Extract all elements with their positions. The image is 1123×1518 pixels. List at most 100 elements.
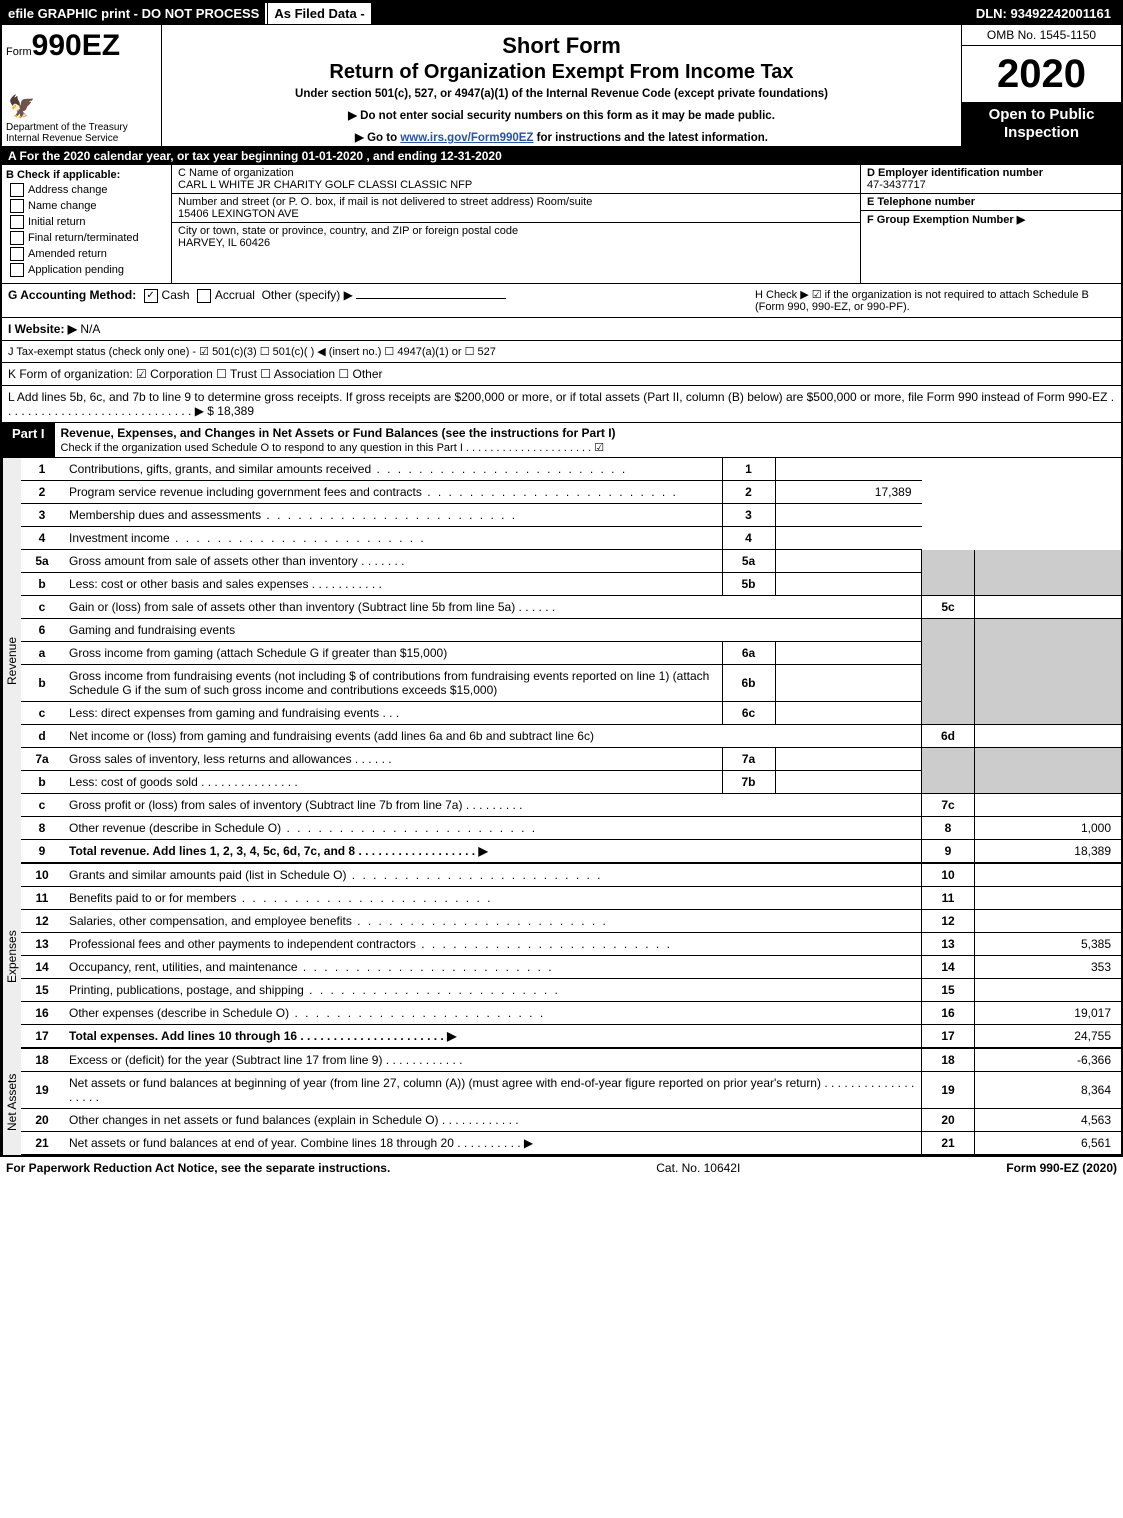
cb-amended-return[interactable]: Amended return xyxy=(6,247,167,261)
cb-accrual[interactable] xyxy=(197,289,211,303)
l6-desc: Gaming and fundraising events xyxy=(63,619,922,642)
dept-treasury: Department of the Treasury Internal Reve… xyxy=(6,122,128,144)
l7c-desc: Gross profit or (loss) from sales of inv… xyxy=(69,798,462,812)
line-18: 18 Excess or (deficit) for the year (Sub… xyxy=(21,1049,1121,1072)
row-j: J Tax-exempt status (check only one) - ☑… xyxy=(2,341,1121,363)
row-h: H Check ▶ ☑ if the organization is not r… xyxy=(755,288,1115,313)
f-label: F Group Exemption Number ▶ xyxy=(867,213,1115,226)
i-label: I Website: ▶ xyxy=(8,322,77,336)
open-public-inspection: Open to Public Inspection xyxy=(962,102,1121,146)
part1-header: Part I Revenue, Expenses, and Changes in… xyxy=(2,423,1121,458)
return-title: Return of Organization Exempt From Incom… xyxy=(172,61,951,84)
l3-val xyxy=(775,504,922,527)
l20-desc: Other changes in net assets or fund bala… xyxy=(69,1113,439,1127)
l21-val: 6,561 xyxy=(975,1132,1122,1155)
line-7c: c Gross profit or (loss) from sales of i… xyxy=(21,794,1121,817)
l11-desc: Benefits paid to or for members xyxy=(69,891,236,905)
d-label: D Employer identification number xyxy=(867,167,1115,179)
header: Form990EZ 🦅 Department of the Treasury I… xyxy=(2,25,1121,147)
l2-desc: Program service revenue including govern… xyxy=(69,485,422,499)
row-a: A For the 2020 calendar year, or tax yea… xyxy=(2,147,1121,165)
l13-val: 5,385 xyxy=(975,933,1122,956)
topbar: efile GRAPHIC print - DO NOT PROCESS As … xyxy=(2,2,1121,25)
part1-title: Revenue, Expenses, and Changes in Net As… xyxy=(55,423,1121,457)
e-label: E Telephone number xyxy=(867,196,1115,208)
title-block: Short Form Return of Organization Exempt… xyxy=(162,25,961,146)
cb-application-pending[interactable]: Application pending xyxy=(6,263,167,277)
city-label: City or town, state or province, country… xyxy=(178,225,854,237)
line-11: 11 Benefits paid to or for members 11 xyxy=(21,887,1121,910)
cb-address-change[interactable]: Address change xyxy=(6,183,167,197)
cb-initial-return[interactable]: Initial return xyxy=(6,215,167,229)
l14-val: 353 xyxy=(975,956,1122,979)
l1-desc: Contributions, gifts, grants, and simila… xyxy=(69,462,371,476)
footer-right: Form 990-EZ (2020) xyxy=(1006,1161,1117,1175)
l14-desc: Occupancy, rent, utilities, and maintena… xyxy=(69,960,298,974)
cb-cash[interactable] xyxy=(144,289,158,303)
page-footer: For Paperwork Reduction Act Notice, see … xyxy=(0,1157,1123,1179)
line-7a: 7a Gross sales of inventory, less return… xyxy=(21,748,1121,771)
l5c-desc: Gain or (loss) from sale of assets other… xyxy=(69,600,515,614)
form-page: efile GRAPHIC print - DO NOT PROCESS As … xyxy=(0,0,1123,1157)
col-b: B Check if applicable: Address change Na… xyxy=(2,165,172,283)
line-16: 16 Other expenses (describe in Schedule … xyxy=(21,1002,1121,1025)
org-name: CARL L WHITE JR CHARITY GOLF CLASSI CLAS… xyxy=(178,179,854,191)
row-g-h: G Accounting Method: Cash Accrual Other … xyxy=(2,284,1121,318)
l6d-desc: Net income or (loss) from gaming and fun… xyxy=(63,725,922,748)
l6c-desc: Less: direct expenses from gaming and fu… xyxy=(69,706,379,720)
netassets-section: Net Assets 18 Excess or (deficit) for th… xyxy=(2,1049,1121,1155)
col-def: D Employer identification number 47-3437… xyxy=(861,165,1121,283)
revenue-section: Revenue 1 Contributions, gifts, grants, … xyxy=(2,458,1121,864)
short-form-title: Short Form xyxy=(172,33,951,59)
topbar-mid: As Filed Data - xyxy=(267,2,371,25)
website-value: N/A xyxy=(80,322,100,336)
g-label: G Accounting Method: xyxy=(8,288,136,302)
l12-val xyxy=(975,910,1122,933)
omb-number: OMB No. 1545-1150 xyxy=(962,25,1121,46)
line-9: 9 Total revenue. Add lines 1, 2, 3, 4, 5… xyxy=(21,840,1121,864)
row-i: I Website: ▶ N/A xyxy=(2,318,1121,341)
line-14: 14 Occupancy, rent, utilities, and maint… xyxy=(21,956,1121,979)
l19-val: 8,364 xyxy=(975,1072,1122,1109)
c-label: C Name of organization xyxy=(178,167,854,179)
line-6d: d Net income or (loss) from gaming and f… xyxy=(21,725,1121,748)
line-3: 3 Membership dues and assessments 3 xyxy=(21,504,1121,527)
expenses-section: Expenses 10 Grants and similar amounts p… xyxy=(2,864,1121,1049)
l4-val xyxy=(775,527,922,550)
form-number: 990EZ xyxy=(32,29,120,62)
l9-desc: Total revenue. Add lines 1, 2, 3, 4, 5c,… xyxy=(69,844,488,858)
l17-val: 24,755 xyxy=(975,1025,1122,1049)
line-19: 19 Net assets or fund balances at beginn… xyxy=(21,1072,1121,1109)
l6b-desc: Gross income from fundraising events (no… xyxy=(63,665,722,702)
l13-desc: Professional fees and other payments to … xyxy=(69,937,416,951)
line-12: 12 Salaries, other compensation, and emp… xyxy=(21,910,1121,933)
footer-mid: Cat. No. 10642I xyxy=(390,1161,1006,1175)
street-value: 15406 LEXINGTON AVE xyxy=(178,208,854,220)
part1-title-text: Revenue, Expenses, and Changes in Net As… xyxy=(61,426,616,440)
cb-name-change[interactable]: Name change xyxy=(6,199,167,213)
cb-final-return[interactable]: Final return/terminated xyxy=(6,231,167,245)
form-prefix: Form xyxy=(6,46,32,58)
goto-link[interactable]: www.irs.gov/Form990EZ xyxy=(400,132,533,144)
topbar-left: efile GRAPHIC print - DO NOT PROCESS xyxy=(2,3,267,24)
irs-eagle-icon: 🦅 xyxy=(8,94,35,120)
l18-val: -6,366 xyxy=(975,1049,1122,1072)
right-header-box: OMB No. 1545-1150 2020 Open to Public In… xyxy=(961,25,1121,146)
l15-val xyxy=(975,979,1122,1002)
l17-desc: Total expenses. Add lines 10 through 16 … xyxy=(69,1029,456,1043)
l10-val xyxy=(975,864,1122,887)
block-bcdef: B Check if applicable: Address change Na… xyxy=(2,165,1121,284)
city-value: HARVEY, IL 60426 xyxy=(178,237,854,249)
line-2: 2 Program service revenue including gove… xyxy=(21,481,1121,504)
l16-desc: Other expenses (describe in Schedule O) xyxy=(69,1006,289,1020)
accrual-label: Accrual xyxy=(215,288,255,302)
ssn-warning: ▶ Do not enter social security numbers o… xyxy=(172,108,951,122)
tax-year: 2020 xyxy=(962,46,1121,102)
l18-desc: Excess or (deficit) for the year (Subtra… xyxy=(69,1053,382,1067)
revenue-side-label: Revenue xyxy=(2,458,21,864)
l3-desc: Membership dues and assessments xyxy=(69,508,261,522)
goto-prefix: ▶ Go to xyxy=(355,132,400,144)
line-5c: c Gain or (loss) from sale of assets oth… xyxy=(21,596,1121,619)
l15-desc: Printing, publications, postage, and shi… xyxy=(69,983,304,997)
l12-desc: Salaries, other compensation, and employ… xyxy=(69,914,352,928)
